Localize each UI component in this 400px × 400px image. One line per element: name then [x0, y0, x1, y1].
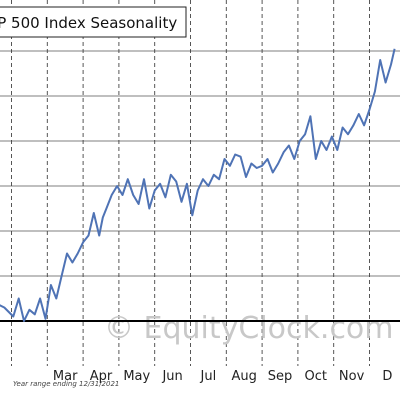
x-tick-label: Jul — [200, 369, 217, 384]
x-tick-label: Apr — [90, 369, 113, 384]
chart-title-box: S&P 500 Index Seasonality — [0, 6, 187, 38]
series-line — [0, 48, 396, 322]
x-axis-labels: Mar Apr May Jun Jul Aug Sep Oct Nov D — [53, 369, 392, 384]
x-tick-label: Jun — [161, 369, 182, 384]
chart-title: S&P 500 Index Seasonality — [0, 14, 177, 32]
x-tick-label: Mar — [53, 369, 78, 384]
x-tick-label: May — [123, 369, 150, 384]
x-tick-label: Oct — [305, 369, 327, 384]
watermark: © EquityClock.com — [104, 311, 394, 346]
chart-footnote: Year range ending 12/31/2021 — [13, 380, 119, 388]
x-tick-label: Nov — [339, 369, 365, 384]
x-tick-label: Aug — [232, 369, 257, 384]
x-tick-label: Sep — [268, 369, 293, 384]
x-tick-label: D — [382, 369, 392, 384]
